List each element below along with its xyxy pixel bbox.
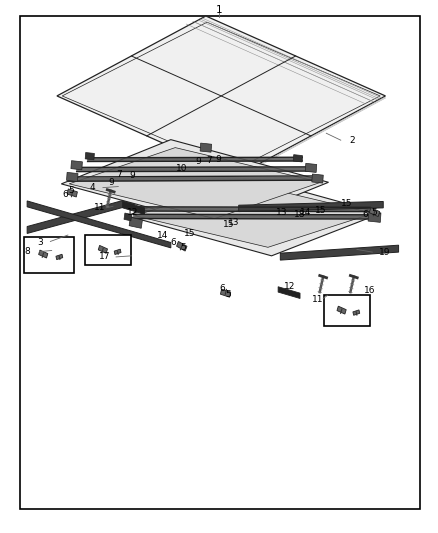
Polygon shape — [114, 249, 121, 255]
Text: 12: 12 — [284, 282, 296, 291]
Polygon shape — [57, 16, 385, 176]
Polygon shape — [353, 310, 360, 316]
Bar — [324, 295, 370, 326]
Text: 6: 6 — [219, 285, 226, 293]
Text: 13: 13 — [276, 208, 287, 216]
Text: 17: 17 — [99, 253, 111, 261]
Polygon shape — [280, 245, 399, 260]
Polygon shape — [305, 163, 317, 173]
Polygon shape — [98, 245, 107, 253]
Polygon shape — [123, 201, 145, 214]
Bar — [85, 235, 131, 265]
Text: 14: 14 — [300, 208, 311, 216]
Text: 5: 5 — [180, 244, 186, 252]
Polygon shape — [312, 174, 323, 183]
Polygon shape — [69, 148, 321, 219]
Polygon shape — [56, 254, 63, 260]
Text: 10: 10 — [176, 165, 187, 173]
Text: 19: 19 — [379, 248, 390, 256]
Text: 2: 2 — [350, 136, 355, 144]
Polygon shape — [239, 201, 383, 212]
Text: 5: 5 — [371, 208, 378, 216]
Polygon shape — [71, 160, 82, 170]
Polygon shape — [85, 152, 94, 160]
Text: 18: 18 — [294, 211, 306, 219]
Text: 9: 9 — [195, 157, 201, 166]
Text: 6: 6 — [62, 190, 68, 199]
Polygon shape — [129, 217, 142, 228]
Text: 9: 9 — [129, 172, 135, 180]
Text: 14: 14 — [157, 231, 169, 240]
Polygon shape — [337, 306, 346, 314]
Polygon shape — [369, 208, 380, 216]
Text: 15: 15 — [315, 206, 326, 214]
Text: 5: 5 — [226, 290, 232, 298]
Bar — [24, 237, 74, 273]
Polygon shape — [39, 250, 48, 258]
Text: 15: 15 — [223, 221, 234, 229]
Text: 8: 8 — [25, 247, 31, 256]
Polygon shape — [127, 173, 381, 256]
Text: 3: 3 — [37, 238, 43, 247]
Text: 6: 6 — [363, 211, 369, 219]
Polygon shape — [67, 172, 78, 182]
Text: 9: 9 — [108, 179, 114, 187]
Text: 15: 15 — [341, 199, 353, 208]
Polygon shape — [27, 189, 164, 233]
Polygon shape — [200, 143, 212, 152]
Polygon shape — [124, 213, 132, 221]
Polygon shape — [220, 289, 231, 297]
Text: 15: 15 — [184, 229, 195, 238]
Text: 9: 9 — [215, 156, 221, 164]
Polygon shape — [61, 140, 328, 227]
Polygon shape — [135, 182, 373, 247]
Text: 11: 11 — [312, 295, 323, 304]
Text: 7: 7 — [206, 157, 212, 165]
Polygon shape — [278, 287, 300, 298]
Polygon shape — [293, 155, 302, 162]
Polygon shape — [67, 189, 78, 197]
Text: 16: 16 — [364, 286, 376, 295]
Text: 11: 11 — [94, 204, 106, 212]
Text: 5: 5 — [68, 186, 74, 195]
Polygon shape — [368, 213, 381, 222]
Text: 13: 13 — [228, 219, 240, 227]
Text: 12: 12 — [127, 208, 138, 216]
Polygon shape — [27, 201, 171, 248]
Polygon shape — [177, 241, 187, 251]
Text: 1: 1 — [215, 5, 223, 14]
Text: 7: 7 — [116, 171, 122, 179]
Text: 4: 4 — [89, 183, 95, 192]
Text: 6: 6 — [170, 238, 176, 247]
